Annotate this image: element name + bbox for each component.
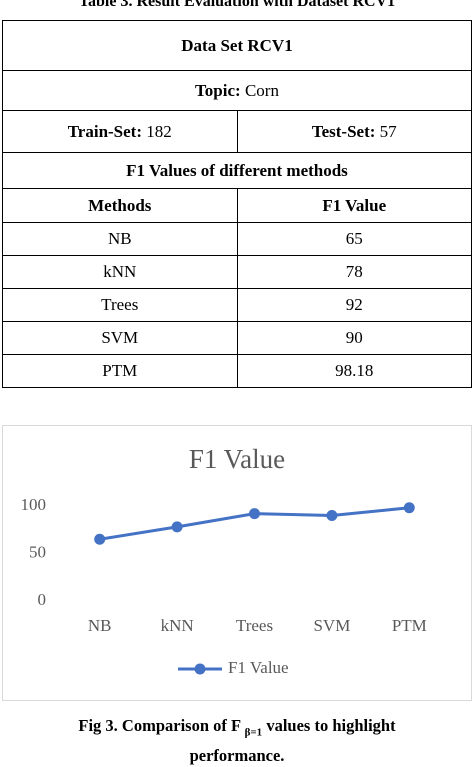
value-cell: 90 bbox=[236, 321, 472, 355]
header-cell: F1 Value bbox=[322, 195, 387, 215]
x-tick-label: PTM bbox=[392, 616, 427, 635]
caption-subscript: β=1 bbox=[244, 726, 263, 739]
train-value: 182 bbox=[146, 121, 172, 141]
method-cell: kNN bbox=[2, 255, 238, 289]
table-title: Data Set RCV1 bbox=[181, 35, 293, 55]
data-point bbox=[326, 510, 338, 521]
chart-title: F1 Value bbox=[189, 444, 285, 474]
test-label: Test-Set: bbox=[311, 121, 376, 141]
value-cell: 98.18 bbox=[236, 354, 472, 388]
method-cell: NB bbox=[2, 222, 238, 256]
value-cell: 92 bbox=[236, 288, 472, 322]
chart: F1 Value 0 50 100 NB kNN Trees SVM PTM F1 Value bbox=[2, 425, 472, 701]
method-cell: Trees bbox=[2, 288, 238, 322]
x-tick-label: NB bbox=[88, 616, 112, 635]
legend-marker bbox=[194, 663, 206, 675]
section-title: F1 Values of different methods bbox=[126, 160, 348, 180]
topic-label: Topic: bbox=[195, 80, 241, 100]
y-tick-label: 0 bbox=[38, 590, 47, 609]
table-caption: Table 3. Result Evaluation with Dataset … bbox=[78, 0, 396, 10]
y-tick-label: 50 bbox=[29, 542, 46, 561]
y-tick-label: 100 bbox=[21, 495, 47, 514]
header-cell: Methods bbox=[88, 195, 152, 215]
data-point bbox=[249, 508, 260, 520]
legend-label: F1 Value bbox=[228, 658, 289, 677]
result-table: Data Set RCV1 Topic: Corn Train-Set: 182… bbox=[2, 20, 472, 388]
data-point bbox=[403, 502, 415, 514]
method-cell: SVM bbox=[2, 321, 238, 355]
test-value: 57 bbox=[379, 121, 397, 141]
value-cell: 65 bbox=[236, 222, 472, 256]
train-label: Train-Set: bbox=[67, 121, 143, 141]
x-tick-label: kNN bbox=[161, 616, 194, 635]
caption-prefix: Fig 3. Comparison of F bbox=[78, 716, 241, 735]
topic-value: Corn bbox=[244, 80, 279, 100]
method-cell: PTM bbox=[2, 354, 238, 388]
value-cell: 78 bbox=[236, 255, 472, 289]
x-tick-label: SVM bbox=[313, 616, 350, 635]
chart-frame bbox=[2, 425, 472, 701]
figure-caption: Fig 3. Comparison of F β=1 values to hig… bbox=[37, 714, 437, 767]
data-point bbox=[171, 521, 183, 533]
x-tick-label: Trees bbox=[236, 616, 273, 635]
data-point bbox=[94, 533, 106, 545]
